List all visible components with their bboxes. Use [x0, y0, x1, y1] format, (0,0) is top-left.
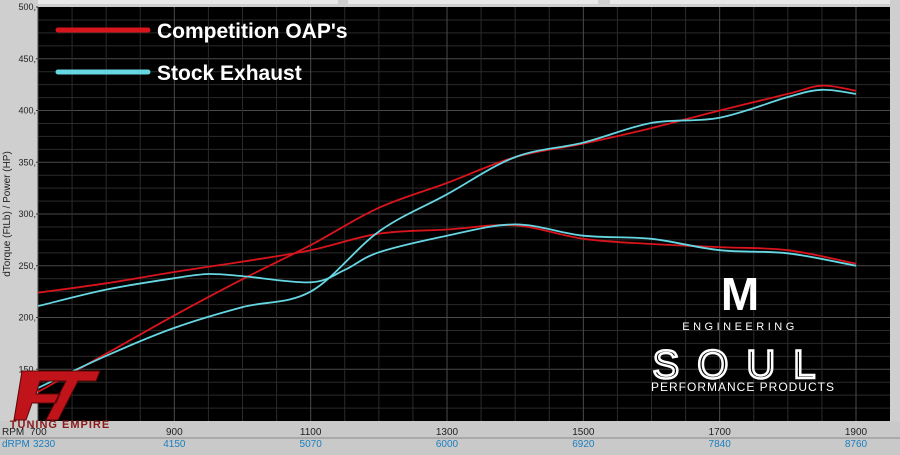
- y-tick-label: 200,: [18, 313, 36, 323]
- x-axis-label-drpm: dRPM: [2, 439, 30, 450]
- series-line-power-2: [37, 88, 857, 389]
- top-strip-left: [38, 0, 338, 4]
- legend: Competition OAP's Stock Exhaust: [55, 20, 348, 85]
- series-line-power-0: [37, 84, 857, 393]
- tuning-empire-mark: [13, 370, 101, 421]
- tuning-empire-text: TUNING EMPIRE: [10, 419, 110, 431]
- top-strip-mid: [348, 0, 598, 4]
- x-tick-label-drpm: 8760: [845, 439, 868, 450]
- x-tick-label-rpm: 1300: [436, 427, 459, 438]
- x-tick-label-rpm: 1500: [572, 427, 595, 438]
- soul-wordmark: SOUL: [653, 343, 834, 387]
- x-axis-label-rpm: RPM: [2, 427, 24, 438]
- x-tick-label-drpm: 6000: [436, 439, 459, 450]
- series-line-torque-1: [37, 224, 857, 294]
- legend-label-stock: Stock Exhaust: [157, 62, 302, 85]
- y-tick-label: 250,: [18, 261, 36, 271]
- legend-label-competition: Competition OAP's: [157, 20, 348, 43]
- x-tick-label-drpm: 6920: [572, 439, 595, 450]
- m-engineering-mark: M: [721, 268, 759, 320]
- y-tick-label: 300,: [18, 209, 36, 219]
- x-tick-label-rpm: 700: [30, 427, 47, 438]
- x-tick-label-drpm: 5070: [300, 439, 323, 450]
- x-tick-label-drpm: 3230: [33, 439, 56, 450]
- series-lines: [37, 84, 857, 393]
- y-tick-label: 400,: [18, 106, 36, 116]
- series-line-torque-3: [37, 223, 857, 307]
- x-tick-label-rpm: 1700: [709, 427, 732, 438]
- top-strip-right: [610, 0, 890, 4]
- x-tick-label-rpm: 900: [166, 427, 183, 438]
- soul-performance-logo: SOUL PERFORMANCE PRODUCTS: [651, 342, 835, 394]
- y-tick-label: 350,: [18, 157, 36, 167]
- x-tick-label-rpm: 1100: [300, 427, 322, 438]
- y-tick-label: 500,: [18, 2, 36, 12]
- soul-subtitle: PERFORMANCE PRODUCTS: [651, 380, 835, 394]
- x-tick-label-drpm: 4150: [163, 439, 186, 450]
- m-engineering-logo: M ENGINEERING: [682, 268, 798, 333]
- y-tick-label: 450,: [18, 54, 36, 64]
- x-tick-label-rpm: 1900: [845, 427, 868, 438]
- y-axis-ticks: 150, 200, 250, 300, 350, 400, 450, 500,: [18, 2, 38, 374]
- m-engineering-subtitle: ENGINEERING: [682, 321, 798, 333]
- x-axis-band: [0, 421, 900, 450]
- x-tick-label-drpm: 7840: [709, 439, 732, 450]
- grid: [37, 7, 890, 421]
- tuning-empire-logo: TUNING EMPIRE: [10, 370, 110, 431]
- y-tick-label: 150,: [18, 364, 36, 374]
- y-axis-label: dTorque (FtLb) / Power (HP): [2, 151, 13, 277]
